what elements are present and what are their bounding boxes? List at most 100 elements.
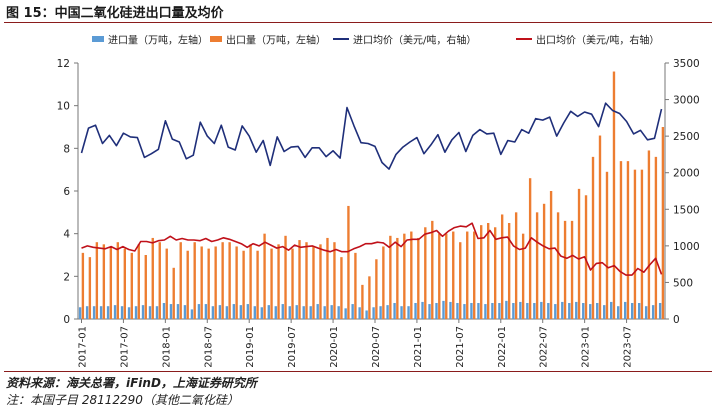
export-bar: [445, 233, 448, 319]
export-bar: [207, 248, 210, 319]
export-bar: [333, 242, 336, 319]
import-bar: [526, 303, 529, 319]
export-bar: [459, 242, 462, 319]
y-right-tick-label: 0: [673, 314, 680, 326]
import-bar: [540, 301, 543, 319]
export-bar: [473, 231, 476, 319]
import-bar: [435, 303, 438, 319]
legend-label-import-volume: 进口量（万吨，左轴）: [108, 34, 208, 47]
export-bar: [389, 235, 392, 319]
x-tick-label: 2020-01: [329, 326, 340, 368]
import-bar: [630, 303, 634, 319]
import-bar: [421, 301, 424, 319]
export-bar: [654, 156, 658, 319]
import-bar: [141, 305, 145, 319]
figure-title: 图 15：中国二氧化硅进出口量及均价: [6, 6, 224, 21]
export-bar: [326, 237, 329, 319]
legend-swatch-export-volume: [210, 36, 222, 42]
y-left-tick-label: 10: [57, 101, 70, 113]
import-bar: [463, 304, 466, 319]
export-price-line: [81, 222, 663, 276]
export-bar: [200, 246, 203, 319]
import-bar: [400, 306, 403, 319]
x-tick-label: 2021-01: [413, 326, 424, 368]
export-bar: [319, 244, 322, 319]
export-bar: [542, 203, 546, 319]
export-bar: [298, 240, 301, 319]
import-bar: [337, 306, 340, 319]
import-bar: [316, 304, 319, 319]
export-bar: [647, 150, 651, 319]
import-bar: [309, 306, 312, 319]
import-bar: [127, 307, 131, 319]
import-bar: [120, 306, 124, 319]
export-bar: [612, 71, 616, 320]
import-bar: [190, 309, 194, 319]
export-bar: [577, 188, 581, 319]
legend-label-import-price: 进口均价（美元/吨，右轴）: [353, 34, 476, 47]
import-bar: [505, 300, 508, 319]
export-bar: [284, 235, 287, 319]
export-bar: [626, 161, 630, 319]
export-bar: [487, 223, 490, 319]
export-bar: [431, 220, 434, 319]
export-bar: [158, 242, 161, 319]
import-bar: [281, 304, 284, 319]
legend-label-export-price: 出口均价（美元/吨，右轴）: [536, 34, 659, 47]
export-bar: [186, 250, 189, 319]
export-bar: [249, 244, 252, 319]
y-left-tick-label: 4: [63, 229, 70, 241]
x-tick-label: 2023-01: [581, 326, 592, 368]
export-bar: [521, 233, 525, 319]
import-bar: [176, 304, 180, 319]
x-tick-label: 2019-01: [245, 326, 256, 368]
export-bar: [102, 244, 106, 319]
import-bar: [106, 306, 110, 319]
import-bar: [449, 301, 452, 319]
x-tick-label: 2020-07: [371, 326, 382, 368]
y-right-tick-label: 1000: [673, 241, 700, 253]
import-bar: [274, 306, 277, 319]
import-bar: [575, 301, 578, 319]
export-bar: [81, 252, 85, 319]
import-bar: [323, 306, 326, 319]
export-bar: [605, 171, 609, 319]
title-rule-top: [4, 22, 712, 23]
export-volume-bars: [81, 71, 665, 320]
source-note: 资料来源：海关总署，iFinD，上海证券研究所: [6, 376, 257, 390]
import-bar: [533, 303, 536, 319]
import-bar: [211, 306, 215, 319]
export-bar: [640, 169, 644, 319]
import-bar: [302, 306, 305, 319]
export-bar: [396, 237, 399, 319]
price-lines: [80, 102, 663, 276]
import-bar: [197, 304, 201, 319]
import-bar: [288, 306, 291, 319]
import-bar: [596, 303, 599, 319]
import-bar: [358, 307, 361, 319]
export-bar: [95, 242, 99, 319]
x-tick-label: 2021-07: [455, 326, 466, 368]
export-bar: [340, 257, 343, 319]
export-bar: [277, 244, 280, 319]
export-bar: [221, 242, 224, 319]
export-bar: [242, 250, 245, 319]
export-bar: [500, 214, 504, 319]
export-bar: [563, 220, 567, 319]
export-bar: [507, 223, 511, 319]
export-bar: [375, 259, 378, 319]
import-bar: [218, 305, 222, 319]
import-bar: [547, 303, 550, 319]
import-bar: [498, 303, 501, 319]
import-bar: [623, 301, 627, 319]
x-tick-label: 2018-01: [161, 326, 172, 368]
export-bar: [493, 227, 497, 319]
import-bar: [225, 306, 229, 319]
import-bar: [239, 305, 243, 319]
import-bar: [603, 305, 606, 319]
import-bar: [477, 303, 480, 319]
import-bar: [253, 306, 256, 319]
export-bar: [417, 237, 420, 319]
import-bar: [204, 304, 208, 319]
export-bar: [312, 246, 315, 319]
